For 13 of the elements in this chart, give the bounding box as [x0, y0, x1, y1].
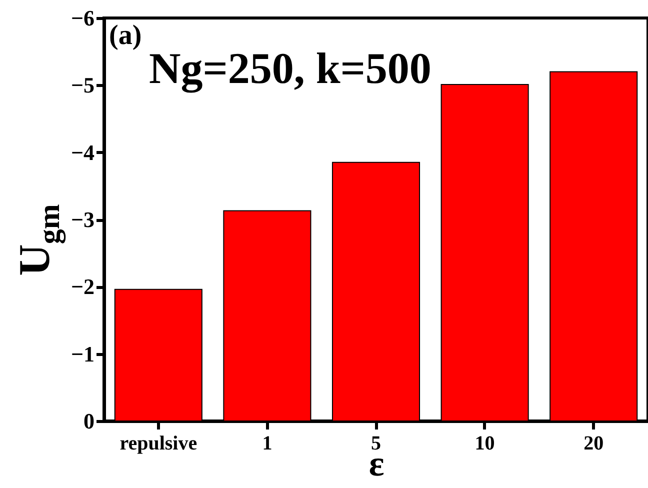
y-tick-label: −2 — [70, 274, 94, 300]
y-tick-label: 0 — [84, 408, 94, 434]
y-tick-label: −5 — [70, 72, 94, 98]
y-tick-label: −4 — [70, 140, 94, 165]
y-tick-label: −3 — [70, 207, 94, 232]
x-tick-label: 10 — [474, 432, 495, 454]
x-tick-label: repulsive — [120, 432, 198, 454]
y-tick-label: −1 — [70, 341, 94, 366]
x-tick-label: 20 — [584, 432, 604, 454]
annotation: Ng=250, k=500 — [149, 44, 432, 93]
y-tick-label: −6 — [70, 6, 94, 30]
x-tick-label: 1 — [262, 432, 272, 454]
annotation: (a) — [109, 20, 142, 51]
